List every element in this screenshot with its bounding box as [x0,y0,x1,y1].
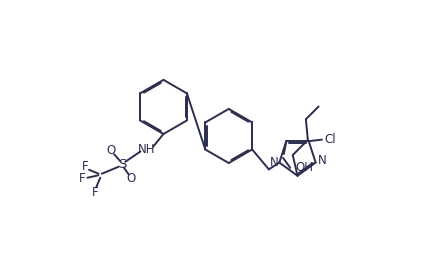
Text: OH: OH [295,160,313,174]
Text: F: F [82,160,89,173]
Text: F: F [92,186,99,199]
Text: O: O [126,172,136,185]
Text: S: S [118,158,126,171]
Text: Cl: Cl [325,133,336,146]
Text: N: N [270,156,279,169]
Text: O: O [106,144,116,157]
Text: NH: NH [138,143,156,156]
Text: F: F [79,172,86,185]
Text: N: N [318,154,327,167]
